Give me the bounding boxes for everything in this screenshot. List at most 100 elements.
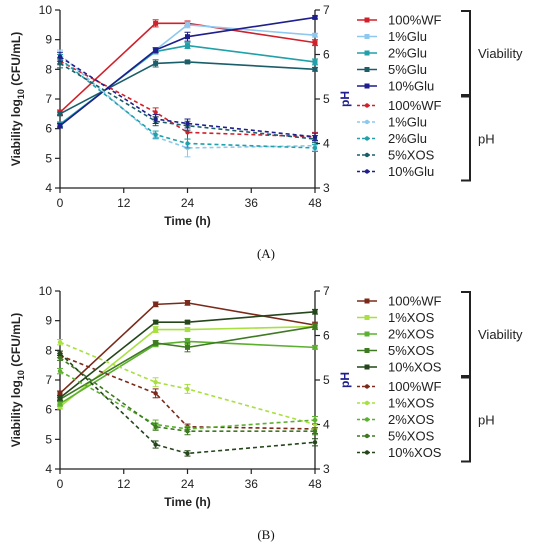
y2-tick-label: 7	[323, 3, 330, 17]
legend-group-label: Viability	[478, 327, 523, 342]
y-axis-label: Viability log10 (CFU/mL)	[9, 313, 26, 447]
data-point	[57, 111, 63, 117]
x-tick-label: 12	[117, 477, 131, 491]
data-point	[185, 344, 190, 350]
y2-tick-label: 5	[323, 92, 330, 106]
data-point	[57, 339, 63, 345]
data-point	[185, 59, 190, 65]
legend-swatch-marker	[364, 67, 370, 72]
data-point	[185, 327, 190, 333]
y-tick-label: 5	[45, 432, 52, 446]
legend-group-bracket	[461, 95, 471, 182]
series-line	[59, 325, 316, 408]
chart-panel-1: 4 5 6 7 8 9 10 3 4 5 6 7 0 12 24 36 48 Time (h) Viability …	[9, 284, 523, 542]
data-point	[57, 390, 63, 396]
x-axis-label: Time (h)	[164, 495, 210, 509]
chart-panel-0: 4 5 6 7 8 9 10 3 4 5 6 7 0 12 24 36 48 Time (h) Viability …	[9, 3, 523, 261]
legend-entry: 2%XOS	[388, 327, 435, 342]
data-point	[312, 40, 318, 46]
data-point	[153, 60, 159, 66]
data-point	[185, 34, 190, 40]
legend-swatch-marker	[364, 136, 370, 141]
y-tick-label: 8	[45, 62, 52, 76]
series-viability-2	[57, 42, 318, 128]
legend-entry: 100%WF	[388, 98, 442, 113]
data-point	[185, 300, 190, 306]
legend-swatch-marker	[364, 400, 370, 406]
panel-label: (A)	[257, 246, 275, 261]
x-tick-label: 48	[308, 477, 322, 491]
data-point	[312, 59, 318, 65]
data-point	[153, 132, 158, 137]
legend-swatch-marker	[364, 50, 370, 56]
series-ph-3	[57, 354, 318, 436]
series-viability-1	[57, 324, 318, 410]
legend-swatch-marker	[364, 384, 370, 389]
legend-entry: 1%XOS	[388, 396, 435, 411]
series-line	[59, 310, 316, 399]
y-axis-label-subscript: 10	[16, 370, 26, 380]
y2-tick-label: 6	[323, 48, 330, 62]
data-point	[57, 355, 63, 360]
series-ph-1	[57, 339, 318, 430]
x-tick-label: 36	[245, 196, 259, 210]
y2-tick-label: 3	[323, 462, 330, 476]
legend-entry: 5%XOS	[388, 148, 435, 163]
y-tick-label: 8	[45, 343, 52, 357]
data-point	[312, 14, 318, 20]
series-line	[59, 341, 316, 426]
data-point	[185, 428, 190, 434]
series-line	[59, 354, 316, 430]
legend-entry: 10%XOS	[388, 445, 442, 460]
legend-swatch-marker	[364, 298, 370, 304]
y-tick-label: 7	[45, 92, 52, 106]
data-point	[153, 319, 159, 325]
x-tick-label: 48	[308, 196, 322, 210]
series-line	[59, 58, 316, 149]
data-point	[312, 32, 318, 38]
y-tick-label: 9	[45, 314, 52, 328]
data-point	[312, 134, 318, 140]
y-tick-label: 4	[45, 181, 52, 195]
legend-swatch-marker	[364, 331, 370, 337]
data-point	[57, 404, 63, 410]
data-point	[185, 451, 190, 456]
legend-group-bracket	[461, 376, 471, 463]
legend-swatch-marker	[364, 417, 370, 422]
legend-entry: 10%Glu	[388, 79, 434, 94]
x-axis-label: Time (h)	[164, 214, 210, 228]
data-point	[312, 417, 318, 423]
y-axis-label-subscript: 10	[16, 89, 26, 99]
data-point	[185, 141, 190, 146]
series-line	[59, 357, 315, 432]
legend: 100%WF1%Glu2%Glu5%Glu10%GluViability100%…	[357, 10, 523, 182]
legend-swatch-marker	[364, 152, 370, 158]
legend-swatch-marker	[364, 315, 370, 320]
y-axis-label-part: Viability log	[9, 99, 23, 166]
legend-swatch-marker	[364, 119, 370, 125]
legend-swatch-marker	[364, 83, 370, 89]
data-point	[153, 424, 158, 429]
legend-entry: 1%XOS	[388, 310, 435, 325]
data-point	[153, 380, 158, 385]
legend-group-label: pH	[478, 132, 495, 147]
legend-swatch-marker	[364, 364, 370, 370]
data-point	[57, 351, 63, 356]
data-point	[57, 61, 63, 66]
legend-swatch-marker	[364, 450, 370, 455]
panel-label: (B)	[257, 527, 274, 542]
series-ph-4	[57, 51, 318, 141]
data-point	[185, 121, 190, 126]
data-point	[185, 22, 190, 28]
y2-tick-label: 5	[323, 373, 330, 387]
series-line	[59, 352, 316, 455]
y-tick-label: 7	[45, 373, 52, 387]
y2-axis-label: pH	[338, 91, 352, 107]
legend-entry: 2%Glu	[388, 131, 427, 146]
data-point	[57, 54, 63, 59]
y2-axis-label: pH	[338, 372, 352, 388]
y-tick-label: 6	[45, 403, 52, 417]
x-tick-label: 24	[181, 477, 195, 491]
x-tick-label: 0	[57, 196, 64, 210]
data-point	[312, 309, 318, 315]
